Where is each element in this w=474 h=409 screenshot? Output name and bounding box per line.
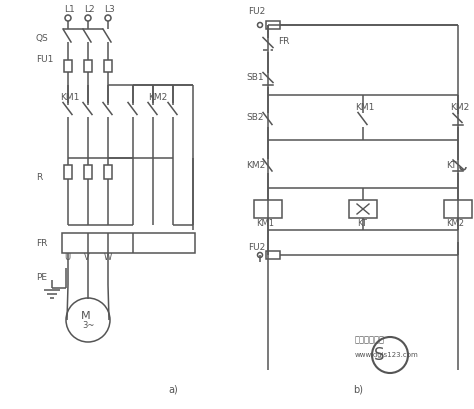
Text: KT: KT — [357, 220, 367, 229]
Circle shape — [257, 252, 263, 258]
Text: L2: L2 — [84, 5, 95, 14]
Circle shape — [65, 15, 71, 21]
Bar — [254, 200, 282, 218]
Circle shape — [105, 15, 111, 21]
Bar — [104, 60, 112, 72]
Text: KM2: KM2 — [446, 220, 464, 229]
Bar — [64, 165, 72, 179]
Text: SB1: SB1 — [246, 74, 264, 83]
Text: KM2: KM2 — [246, 160, 265, 169]
Bar — [444, 200, 472, 218]
Text: W: W — [104, 254, 112, 263]
Bar — [266, 251, 280, 259]
Text: KM2: KM2 — [450, 103, 469, 112]
Text: KM1: KM1 — [60, 94, 79, 103]
Text: KM2: KM2 — [148, 94, 167, 103]
Text: SB2: SB2 — [246, 114, 264, 123]
Text: M: M — [81, 311, 91, 321]
Text: a): a) — [168, 385, 178, 395]
Circle shape — [372, 337, 408, 373]
Text: KT: KT — [446, 160, 456, 169]
Bar — [349, 200, 377, 218]
Bar — [84, 165, 92, 179]
Text: 电工技术之家: 电工技术之家 — [355, 335, 385, 344]
Text: V: V — [84, 254, 90, 263]
Bar — [84, 60, 92, 72]
Text: FU1: FU1 — [36, 56, 54, 65]
Bar — [62, 233, 195, 253]
Text: PE: PE — [36, 274, 47, 283]
Text: R: R — [36, 173, 42, 182]
Circle shape — [85, 15, 91, 21]
Bar — [104, 165, 112, 179]
Bar — [266, 21, 280, 29]
Circle shape — [257, 22, 263, 27]
Text: FR: FR — [36, 240, 47, 249]
Text: L3: L3 — [104, 5, 115, 14]
Text: FU2: FU2 — [248, 243, 265, 252]
Text: b): b) — [353, 385, 363, 395]
Text: FR: FR — [278, 38, 289, 47]
Text: U: U — [64, 254, 70, 263]
Text: S: S — [374, 346, 384, 364]
Circle shape — [66, 298, 110, 342]
Text: QS: QS — [36, 34, 49, 43]
Text: FU2: FU2 — [248, 7, 265, 16]
Text: KM1: KM1 — [355, 103, 374, 112]
Text: www.dgjs123.com: www.dgjs123.com — [355, 352, 419, 358]
Text: L1: L1 — [64, 5, 75, 14]
Text: 3~: 3~ — [82, 321, 94, 330]
Text: KM1: KM1 — [256, 220, 274, 229]
Bar — [64, 60, 72, 72]
